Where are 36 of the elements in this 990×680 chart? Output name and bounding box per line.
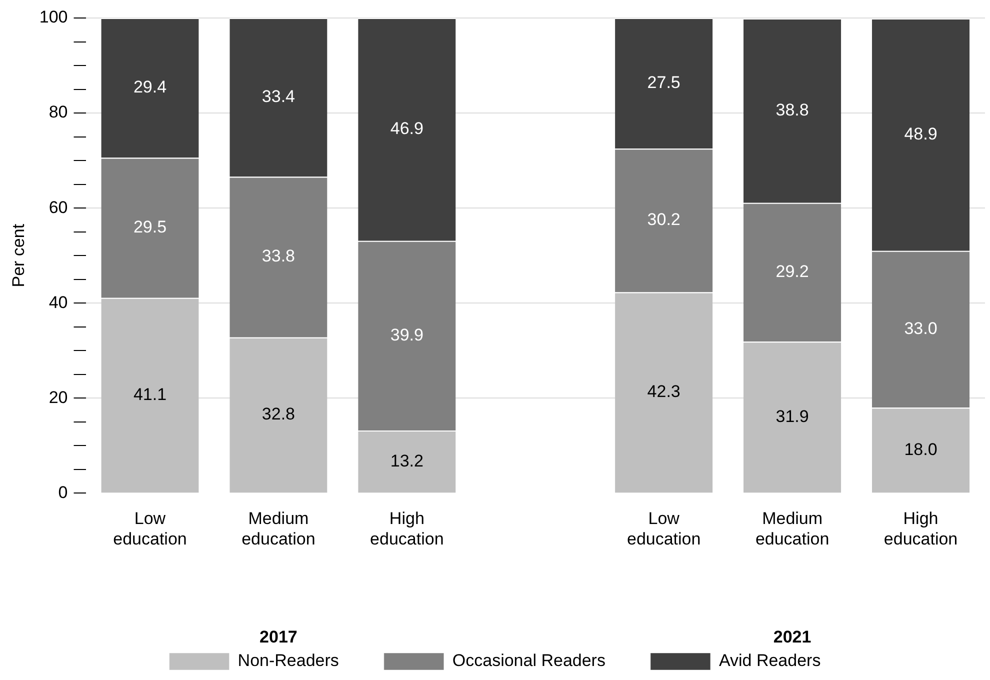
data-label: 41.1: [133, 384, 167, 404]
data-label: 39.9: [390, 325, 424, 344]
y-tick-label: 80: [48, 102, 68, 122]
y-tick-label: 100: [39, 8, 68, 27]
data-label: 31.9: [776, 406, 809, 426]
data-label: 46.9: [390, 119, 424, 138]
x-tick-label: High education: [370, 509, 444, 548]
data-label: 33.8: [262, 246, 296, 266]
data-label: 13.2: [390, 451, 424, 470]
legend-label: Non-Readers: [238, 651, 339, 670]
data-label: 33.4: [262, 87, 296, 106]
text: 2017: [260, 628, 298, 647]
data-label: 27.5: [647, 73, 680, 92]
y-tick-label: 0: [58, 482, 68, 502]
data-label: 18.0: [904, 440, 938, 459]
data-label: 48.9: [904, 124, 938, 144]
legend-label: Occasional Readers: [452, 651, 606, 670]
x-tick-label: Medium education: [242, 509, 316, 548]
data-label: 29.5: [133, 217, 167, 236]
x-tick-label: Medium education: [755, 509, 830, 548]
text: 2021: [773, 628, 812, 647]
data-label: 42.3: [647, 382, 680, 402]
data-label: 29.2: [776, 262, 809, 281]
y-tick-label: 40: [48, 292, 68, 312]
y-tick-label: 20: [48, 388, 68, 407]
legend-label: Avid Readers: [718, 651, 821, 670]
data-label: 38.8: [776, 100, 809, 120]
y-axis-title: Per cent: [8, 224, 28, 288]
x-tick-label: High education: [884, 509, 958, 548]
data-label: 30.2: [647, 210, 680, 230]
data-label: 29.4: [133, 78, 167, 97]
y-tick-label: 60: [48, 198, 68, 217]
data-label: 33.0: [904, 318, 938, 338]
x-tick-label: Low education: [113, 509, 187, 548]
x-tick-label: Low education: [626, 509, 701, 548]
data-label: 32.8: [262, 404, 296, 424]
